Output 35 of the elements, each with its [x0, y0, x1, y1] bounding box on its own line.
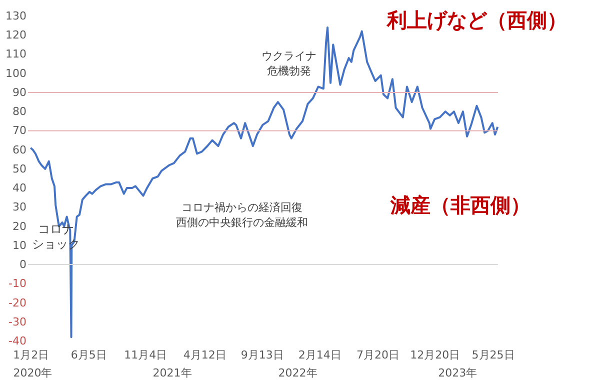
x-tick-label: 7月20日 — [356, 348, 400, 362]
x-tick-label: 9月13日 — [240, 348, 284, 362]
y-tick-label: 80 — [12, 105, 26, 118]
text: 2021年 — [152, 366, 192, 380]
x-tick-label: 12月20日 — [410, 348, 460, 362]
x-tick-label: 5月25日 — [472, 348, 515, 362]
annotation: コロナ禍からの経済回復西側の中央銀行の金融緩和 — [176, 200, 308, 229]
text: 2020年 — [13, 366, 52, 380]
y-tick-label: -40 — [8, 334, 26, 348]
x-tick-label: 11月4日 — [124, 348, 168, 362]
y-tick-label: -10 — [8, 277, 26, 290]
text: 2022年 — [278, 366, 318, 380]
y-tick-label: 110 — [6, 48, 26, 61]
y-tick-label: 90 — [12, 86, 26, 99]
y-tick-label: 40 — [12, 182, 26, 195]
y-tick-label: 30 — [12, 200, 26, 214]
y-tick-label: 100 — [6, 66, 26, 80]
x-tick-label: 1月2日 — [13, 348, 50, 362]
y-tick-label: 20 — [12, 220, 26, 233]
y-tick-label: 120 — [6, 28, 26, 42]
y-tick-label: -20 — [8, 296, 26, 310]
y-tick-label: -30 — [8, 315, 26, 328]
y-tick-label: 50 — [12, 162, 26, 176]
text: 2023年 — [438, 366, 478, 380]
x-tick-label: 2月14日 — [298, 348, 342, 362]
y-tick-label: 10 — [12, 238, 26, 252]
x-tick-label: 4月12日 — [183, 348, 226, 362]
y-tick-label: 70 — [12, 124, 26, 138]
y-tick-label: 130 — [6, 10, 26, 22]
annotation: ウクライナ危機勃発 — [261, 50, 316, 78]
x-tick-label: 6月5日 — [70, 348, 107, 362]
annotation: 減産（非西側） — [389, 193, 530, 218]
y-tick-label: 0 — [20, 258, 26, 272]
annotation: 利上げなど（西側） — [386, 8, 567, 32]
y-tick-label: 60 — [12, 143, 26, 156]
